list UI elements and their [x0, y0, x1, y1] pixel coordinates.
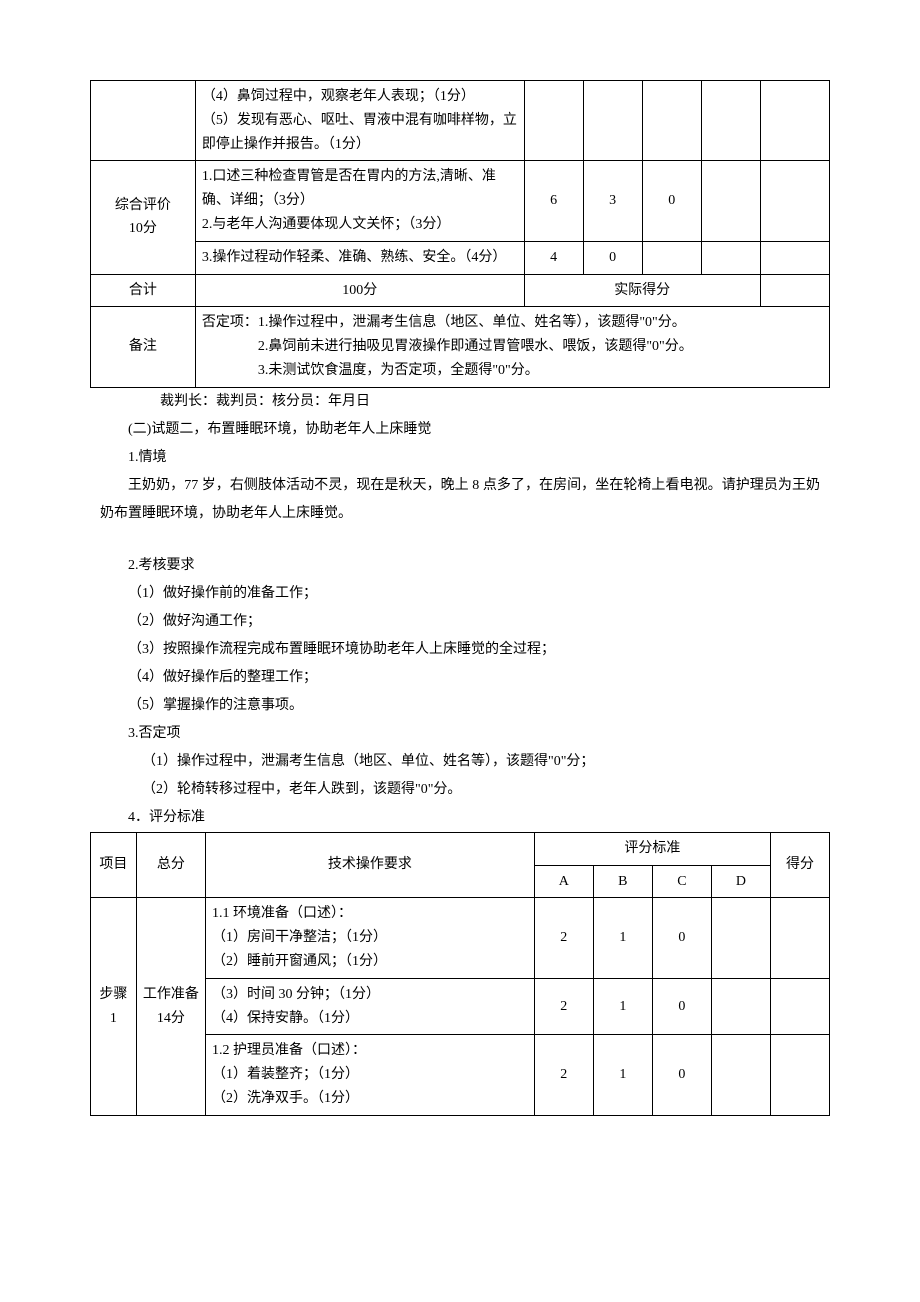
s2-1: （1）做好操作前的准备工作； — [100, 580, 820, 608]
t1-total-actual: 实际得分 — [524, 274, 760, 307]
t2-step1-col2: 工作准备 14分 — [136, 898, 205, 1115]
t2-h4: 评分标准 — [534, 832, 770, 865]
s3-head: 3.否定项 — [100, 720, 820, 748]
t2-s1-r3-a: 2 — [534, 1035, 593, 1115]
t2-s1-r3-c: 0 — [652, 1035, 711, 1115]
t2-h4d: D — [711, 865, 770, 898]
t1-row2-item2: 3.操作过程动作轻柔、准确、熟练、安全。（4分） — [195, 241, 524, 274]
t2-h2: 总分 — [136, 832, 205, 898]
t2-s1-r1-b: 1 — [593, 898, 652, 978]
s2-3: （3）按照操作流程完成布置睡眠环境协助老年人上床睡觉的全过程； — [100, 636, 820, 664]
t2-step1-col1: 步骤1 — [91, 898, 137, 1115]
t1-row2-item1: 1.口述三种检查胃管是否在胃内的方法,清晰、准确、详细；（3分） 2.与老年人沟… — [195, 161, 524, 241]
t2-s1-r3-text: 1.2 护理员准备（口述）： （1）着装整齐；（1分） （2）洗净双手。（1分） — [206, 1035, 535, 1115]
scoring-table-2: 项目 总分 技术操作要求 评分标准 得分 A B C D 步骤1 工作准备 14… — [90, 832, 830, 1116]
t2-s1-r1-c: 0 — [652, 898, 711, 978]
t1-total-score: 100分 — [195, 274, 524, 307]
s3-2: （2）轮椅转移过程中，老年人跌到，该题得"0"分。 — [100, 776, 820, 804]
t2-s1-r2-a: 2 — [534, 978, 593, 1035]
t1-r2-i2-b: 0 — [583, 241, 642, 274]
t2-s1-r1-text: 1.1 环境准备（口述）： （1）房间干净整洁；（1分） （2）睡前开窗通风；（… — [206, 898, 535, 978]
t2-h3: 技术操作要求 — [206, 832, 535, 898]
t2-h4a: A — [534, 865, 593, 898]
s3-1: （1）操作过程中，泄漏考生信息（地区、单位、姓名等），该题得"0"分； — [100, 748, 820, 776]
s1-head: 1.情境 — [100, 444, 820, 472]
signature-line: 裁判长：裁判员：核分员：年月日 — [90, 388, 830, 416]
t1-row2-label: 综合评价 10分 — [91, 161, 196, 274]
t1-r2-i2-a: 4 — [524, 241, 583, 274]
s2-4: （4）做好操作后的整理工作； — [100, 664, 820, 692]
s2-2: （2）做好沟通工作； — [100, 608, 820, 636]
t2-s1-r2-c: 0 — [652, 978, 711, 1035]
s1-p1: 王奶奶，77 岁，右侧肢体活动不灵，现在是秋天，晚上 8 点多了，在房间，坐在轮… — [100, 472, 820, 528]
t2-h4c: C — [652, 865, 711, 898]
t2-h1: 项目 — [91, 832, 137, 898]
t1-row1-text: （4）鼻饲过程中，观察老年人表现；（1分） （5）发现有恶心、呕吐、胃液中混有咖… — [195, 81, 524, 161]
t2-s1-r2-b: 1 — [593, 978, 652, 1035]
t2-s1-r3-b: 1 — [593, 1035, 652, 1115]
body-text-block: (二)试题二，布置睡眠环境，协助老年人上床睡觉 1.情境 王奶奶，77 岁，右侧… — [90, 416, 830, 832]
t1-r2-i1-b: 3 — [583, 161, 642, 241]
scoring-table-1: （4）鼻饲过程中，观察老年人表现；（1分） （5）发现有恶心、呕吐、胃液中混有咖… — [90, 80, 830, 388]
s4-head: 4．评分标准 — [100, 804, 820, 832]
t1-r2-i1-c: 0 — [642, 161, 701, 241]
t1-r2-i1-a: 6 — [524, 161, 583, 241]
q2-title: (二)试题二，布置睡眠环境，协助老年人上床睡觉 — [100, 416, 820, 444]
s2-head: 2.考核要求 — [100, 552, 820, 580]
t1-total-label: 合计 — [91, 274, 196, 307]
t1-remark-text: 否定项：1.操作过程中，泄漏考生信息（地区、单位、姓名等），该题得"0"分。 2… — [195, 307, 829, 387]
t2-s1-r1-a: 2 — [534, 898, 593, 978]
t2-h4b: B — [593, 865, 652, 898]
s2-5: （5）掌握操作的注意事项。 — [100, 692, 820, 720]
t1-remark-label: 备注 — [91, 307, 196, 387]
t2-s1-r2-text: （3）时间 30 分钟；（1分） （4）保持安静。（1分） — [206, 978, 535, 1035]
t2-h5: 得分 — [770, 832, 829, 898]
